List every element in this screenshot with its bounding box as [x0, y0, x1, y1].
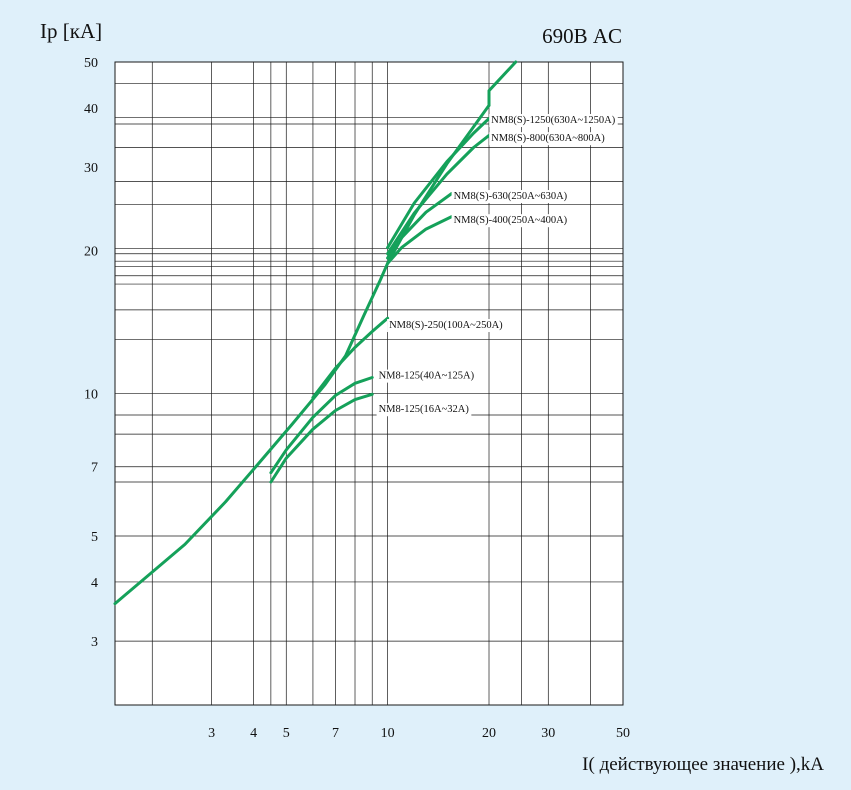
curve-label-bg [451, 190, 570, 204]
y-tick-label: 20 [84, 245, 98, 260]
series-line-2 [269, 392, 374, 484]
y-tick-label: 40 [84, 102, 98, 117]
x-tick-label: 4 [250, 726, 257, 741]
series-line-8 [386, 117, 491, 250]
y-tick-label: 50 [84, 56, 98, 71]
y-tick-label: 7 [91, 461, 98, 476]
plot-area [115, 62, 623, 705]
x-tick-label: 7 [332, 726, 339, 741]
series-line-1 [487, 60, 518, 107]
curve-label: NM8(S)-800(630A~800A) [491, 133, 605, 144]
y-tick-label: 3 [91, 635, 98, 650]
series-lines [113, 60, 518, 606]
x-tick-label: 20 [482, 726, 496, 741]
curve-label-bg [387, 319, 506, 333]
curve-label-bg [376, 403, 472, 417]
series-line-7 [386, 133, 491, 256]
tick-labels: 3 4 5 7 10 20 30 50 3 4 5 7 10 20 30 40 50 [84, 56, 630, 741]
x-tick-label: 10 [381, 726, 395, 741]
series-line-0 [113, 103, 491, 606]
x-tick-label: 30 [541, 726, 555, 741]
series-line-6 [386, 192, 454, 260]
curve-label: NM8-125(40A~125A) [379, 371, 475, 382]
y-tick-label: 30 [84, 161, 98, 176]
x-tick-label: 5 [283, 726, 290, 741]
y-tick-label: 4 [91, 576, 98, 591]
curve-label: NM8(S)-400(250A~400A) [454, 215, 568, 226]
curve-label: NM8(S)-1250(630A~1250A) [491, 115, 616, 126]
y-tick-label: 5 [91, 530, 98, 545]
curve-label: NM8-125(16A~32A) [379, 404, 470, 415]
curve-label: NM8(S)-630(250A~630A) [454, 191, 568, 202]
series-line-3 [269, 376, 374, 475]
chart-title: 690В AC [542, 24, 622, 48]
x-tick-label: 50 [616, 726, 630, 741]
curve-label-bg [489, 132, 608, 146]
series-line-5 [386, 215, 454, 265]
series-line-4 [311, 316, 390, 399]
plot-frame [114, 61, 624, 706]
curve-label-bg [376, 369, 477, 383]
y-tick-label: 10 [84, 387, 98, 402]
curve-labels: NM8-125(16A~32A) NM8-125(40A~125A) NM8(S)-… [376, 114, 618, 417]
x-tick-label: 3 [208, 726, 215, 741]
curve-label-bg [451, 214, 570, 228]
x-axis-label: I( действующее значение ),kA [582, 754, 824, 775]
curve-label: NM8(S)-250(100A~250A) [389, 320, 503, 331]
y-axis-label: Ip [кА] [40, 19, 102, 43]
grid [114, 61, 624, 706]
curve-label-bg [489, 114, 618, 128]
